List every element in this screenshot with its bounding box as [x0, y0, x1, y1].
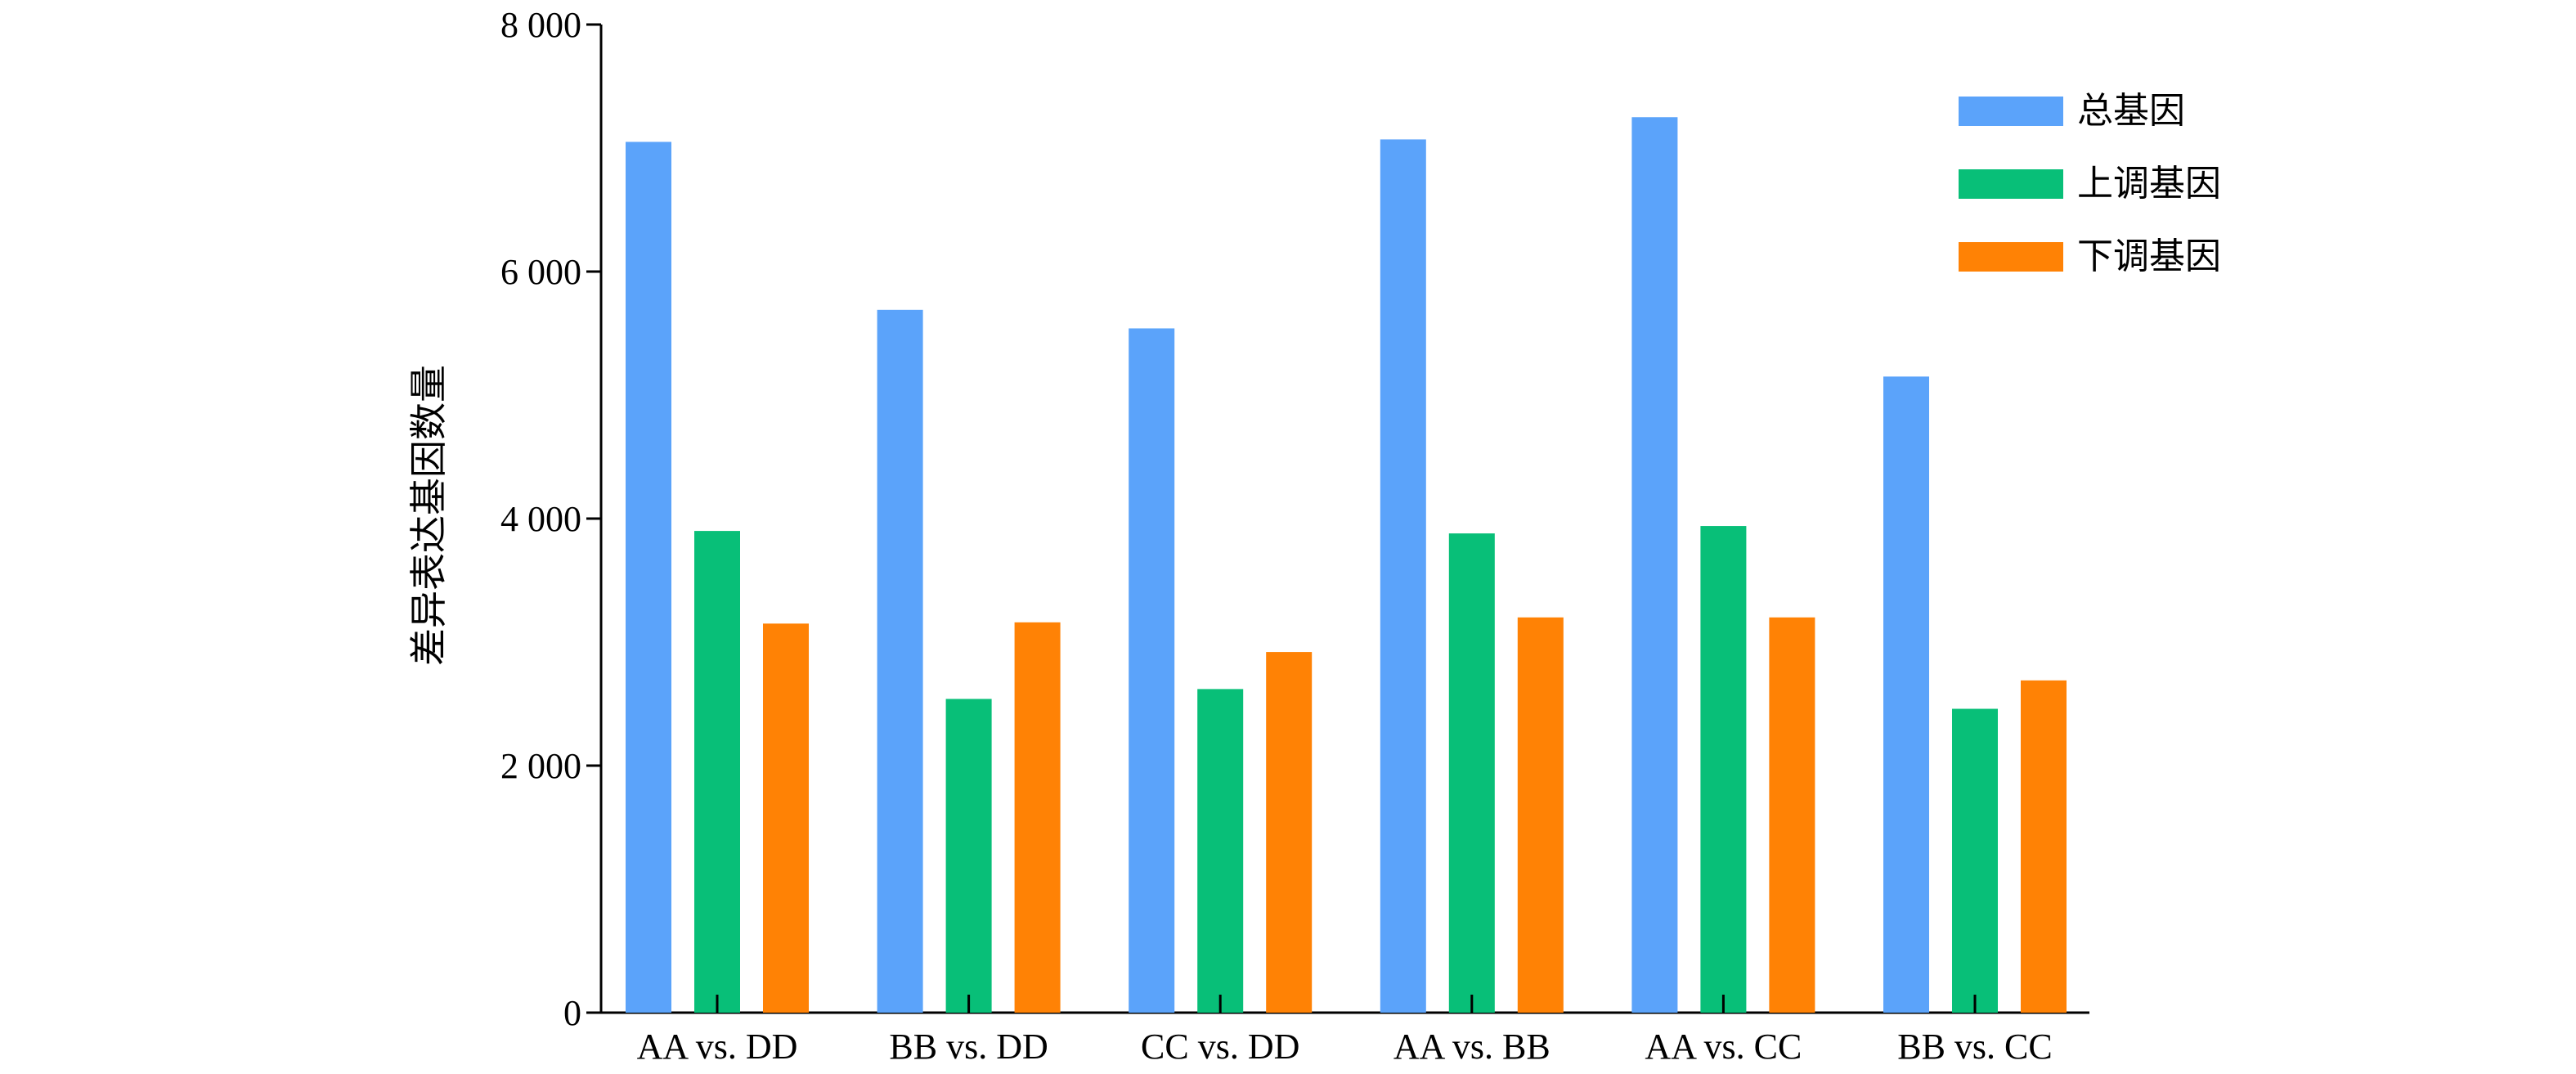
bar — [1883, 376, 1929, 1013]
legend-label: 上调基因 — [2077, 163, 2221, 204]
bar — [1448, 533, 1495, 1013]
bar — [1631, 117, 1678, 1013]
y-tick-label: 8 000 — [500, 5, 581, 45]
y-tick-label: 4 000 — [500, 499, 581, 539]
bar — [1769, 617, 1815, 1013]
bar — [763, 623, 809, 1013]
x-tick-label: BB vs. CC — [1897, 1027, 2053, 1067]
bar — [1129, 328, 1175, 1013]
legend-swatch — [1959, 169, 2063, 199]
chart-ticks: 0 2 000 4 000 6 000 8 000 AA vs. DD BB vs. DD C… — [500, 5, 2053, 1067]
bar — [1197, 689, 1244, 1013]
bar — [626, 142, 671, 1013]
bar — [1700, 526, 1747, 1013]
bar — [1266, 652, 1313, 1013]
y-tick-label: 2 000 — [500, 746, 581, 786]
legend-label: 下调基因 — [2077, 236, 2221, 277]
x-tick-label: CC vs. DD — [1141, 1027, 1299, 1067]
bar — [1380, 139, 1426, 1013]
x-tick-label: AA vs. CC — [1645, 1027, 1802, 1067]
bar — [2021, 680, 2067, 1013]
bar — [1014, 622, 1061, 1013]
legend-label: 总基因 — [2077, 90, 2185, 132]
chart-bars — [626, 117, 2067, 1013]
y-axis-title: 差异表达基因数量 — [406, 365, 451, 666]
bar — [1952, 708, 1998, 1013]
bar — [694, 531, 740, 1013]
y-tick-label: 6 000 — [500, 252, 581, 292]
y-tick-label: 0 — [563, 993, 581, 1033]
x-tick-label: AA vs. BB — [1393, 1027, 1551, 1067]
bar — [877, 309, 923, 1013]
legend-swatch — [1959, 242, 2063, 272]
bar — [1517, 617, 1564, 1013]
legend-swatch — [1959, 97, 2063, 126]
x-tick-label: BB vs. DD — [889, 1027, 1048, 1067]
chart-axes — [599, 25, 2089, 1014]
x-tick-label: AA vs. DD — [637, 1027, 798, 1067]
bar — [945, 699, 992, 1013]
